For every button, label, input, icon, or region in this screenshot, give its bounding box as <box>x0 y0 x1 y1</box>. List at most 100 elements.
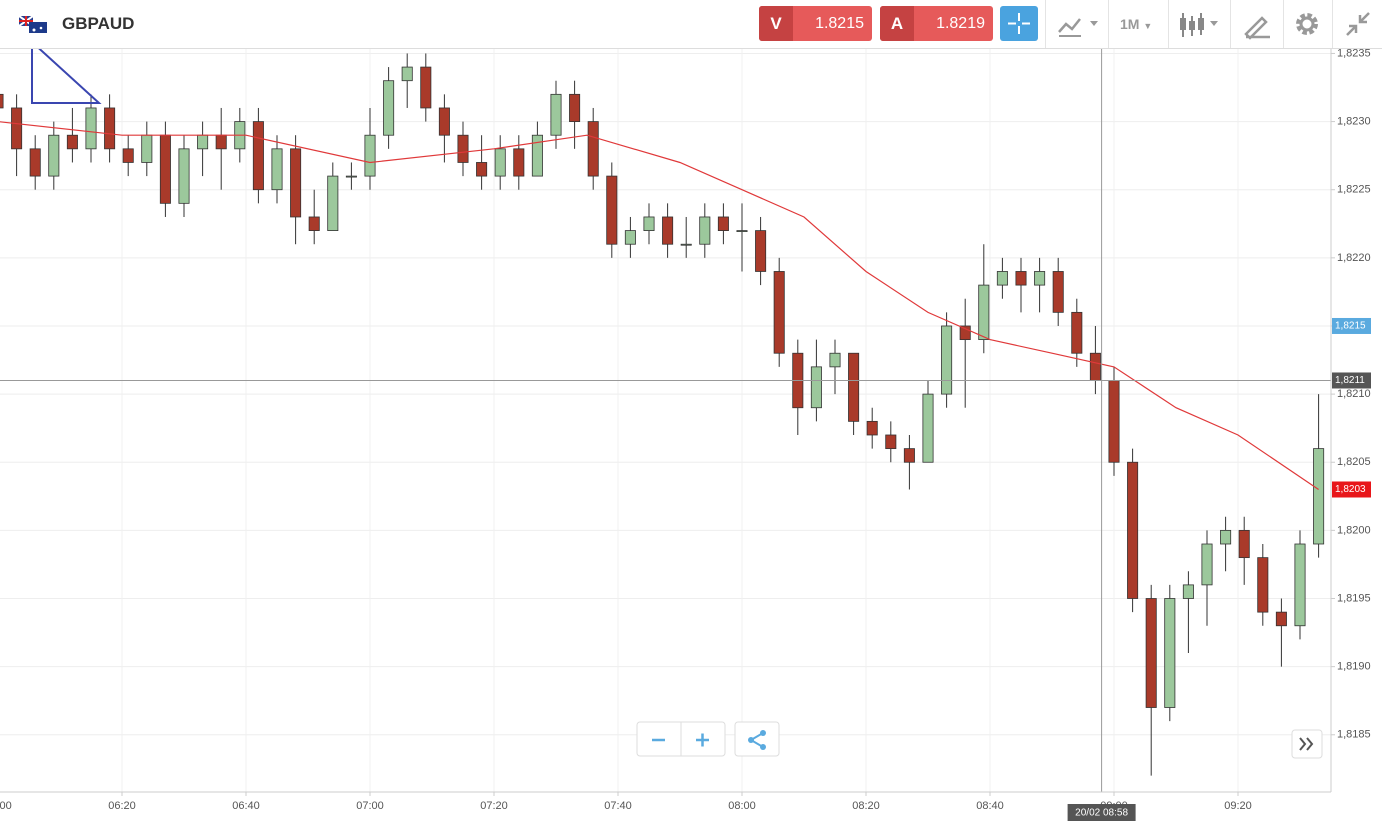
candle-body <box>736 230 748 232</box>
buy-label: A <box>880 6 914 41</box>
candle-body <box>903 448 915 463</box>
candle-body <box>141 134 153 163</box>
crosshair-y-label: 1,8211 <box>1335 375 1365 386</box>
candle-body <box>271 148 283 191</box>
moving-average-line <box>0 121 1319 490</box>
y-tick-label: 1,8235 <box>1337 47 1371 59</box>
sell-price: 1.8215 <box>815 15 864 32</box>
draw-button[interactable] <box>1243 10 1273 40</box>
settings-button[interactable] <box>1292 9 1322 39</box>
x-tick-label: 06:00 <box>0 800 12 812</box>
candle-body <box>1220 529 1232 545</box>
candle-body <box>345 175 357 178</box>
share-dot <box>760 744 766 750</box>
candle-body <box>996 271 1008 286</box>
crosshair-y-box <box>1332 372 1371 389</box>
candle-body <box>717 216 729 231</box>
candle-body <box>922 393 934 463</box>
candle-body <box>1164 598 1176 708</box>
candle-body <box>1052 271 1064 313</box>
candle-body <box>810 366 822 409</box>
flag-icon <box>19 16 47 33</box>
candle-body <box>569 93 581 122</box>
candle-body <box>699 216 711 245</box>
candle-body <box>680 243 692 246</box>
candle-body <box>1145 598 1157 708</box>
y-tick-label: 1,8195 <box>1337 592 1371 604</box>
x-tick-label: 07:20 <box>480 800 508 812</box>
collapse-button[interactable] <box>1343 9 1373 39</box>
x-tick-label: 08:00 <box>728 800 756 812</box>
candle-body <box>866 420 878 436</box>
candle-body <box>1127 461 1139 599</box>
candle-body <box>0 93 4 109</box>
drawn-triangle[interactable] <box>31 39 102 104</box>
candle-type-button[interactable] <box>1178 10 1222 40</box>
scroll-end-button[interactable] <box>1291 729 1323 759</box>
candle-body <box>290 148 302 218</box>
share-dot <box>748 737 754 743</box>
timeframe: 1M <box>1120 16 1140 32</box>
y-tick-label: 1,8205 <box>1337 456 1371 468</box>
candle-body <box>383 80 395 136</box>
candle-body <box>773 271 785 354</box>
x-tick-label: 06:20 <box>108 800 136 812</box>
candle-body <box>178 148 190 204</box>
candle-body <box>1089 352 1101 381</box>
crosshair-button[interactable] <box>1000 6 1038 41</box>
buy-price: 1.8219 <box>936 15 985 32</box>
candle-body <box>624 230 636 245</box>
candle-body <box>252 121 264 191</box>
timeframe-button[interactable]: 1M ▼ <box>1120 16 1153 32</box>
y-tick-label: 1,8220 <box>1337 252 1371 264</box>
y-tick-label: 1,8190 <box>1337 661 1371 673</box>
candle-body <box>1182 584 1194 599</box>
x-tick-label: 06:40 <box>232 800 260 812</box>
candle-body <box>978 284 990 341</box>
y-tick-label: 1,8210 <box>1337 388 1371 400</box>
candle-body <box>438 107 450 136</box>
crosshair-x-box <box>1067 804 1136 821</box>
candle-body <box>1294 543 1306 627</box>
candle-body <box>401 66 413 82</box>
x-tick-label: 07:00 <box>356 800 384 812</box>
sell-button[interactable]: V 1.8215 <box>759 6 872 41</box>
candle-body <box>1313 448 1325 545</box>
candle-body <box>48 134 60 177</box>
candle-body <box>494 148 506 177</box>
candle-body <box>829 352 841 368</box>
toolbar: GBPAUD V 1.8215 A 1.8219 1M ▼ <box>0 0 1382 49</box>
candle-body <box>104 107 116 150</box>
candle-body <box>1108 380 1120 463</box>
y-tick-label: 1,8185 <box>1337 729 1371 741</box>
x-tick-label: 08:20 <box>852 800 880 812</box>
share-button[interactable] <box>734 721 780 757</box>
zoom-controls <box>636 721 780 757</box>
x-tick-label: 07:40 <box>604 800 632 812</box>
candle-body <box>122 148 134 163</box>
price-marker <box>1332 481 1371 498</box>
price-marker-label: 1,8203 <box>1335 484 1366 495</box>
x-tick-label: 08:40 <box>976 800 1004 812</box>
candle-body <box>606 175 618 245</box>
candle-body <box>85 107 97 150</box>
candle-body <box>513 148 525 177</box>
candle-body <box>550 93 562 136</box>
buy-button[interactable]: A 1.8219 <box>880 6 993 41</box>
y-tick-label: 1,8200 <box>1337 524 1371 536</box>
candle-body <box>1201 543 1213 586</box>
scroll-icon <box>1299 737 1314 751</box>
candle-body <box>531 134 543 177</box>
candle-body <box>327 175 339 231</box>
candle-body <box>662 216 674 245</box>
candle-body <box>1034 271 1046 286</box>
symbol: GBPAUD <box>62 14 135 33</box>
y-tick-label: 1,8225 <box>1337 184 1371 196</box>
chart-type-button[interactable] <box>1056 10 1098 40</box>
candle-body <box>941 325 953 395</box>
share-dot <box>760 730 766 736</box>
candle-body <box>29 148 41 177</box>
zoom-in-button[interactable] <box>696 733 709 747</box>
